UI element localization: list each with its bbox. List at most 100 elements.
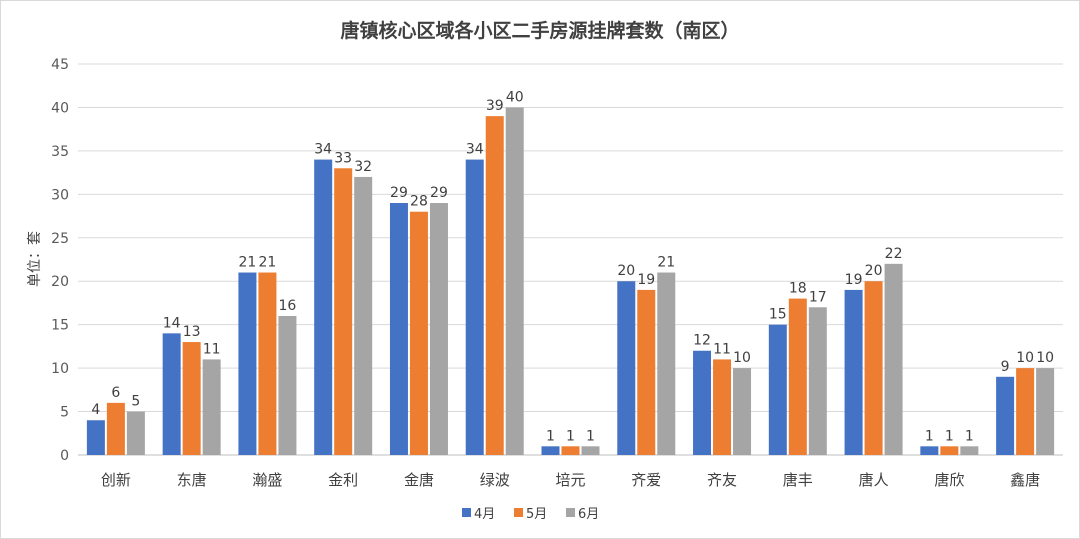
bar [561, 446, 580, 455]
bar [258, 272, 277, 455]
data-label: 1 [945, 428, 954, 444]
legend-swatch [514, 508, 523, 517]
data-label: 5 [131, 394, 140, 410]
bar [808, 307, 827, 455]
legend-swatch [462, 508, 471, 517]
bar [278, 315, 297, 455]
data-label: 12 [693, 333, 711, 349]
data-label: 13 [183, 324, 201, 340]
data-label: 22 [885, 246, 903, 262]
bar [541, 446, 560, 455]
data-label: 1 [586, 428, 595, 444]
y-tick-label: 0 [60, 448, 69, 464]
bar [86, 420, 105, 455]
x-category-label: 唐人 [859, 471, 889, 489]
y-tick-label: 5 [60, 405, 69, 421]
y-tick-label: 20 [51, 274, 69, 290]
data-label: 40 [506, 89, 524, 105]
data-label: 34 [466, 142, 484, 158]
bar [389, 203, 408, 455]
legend: 4月 5月 6月 [462, 507, 599, 522]
y-axis-ticks: 0 5 10 15 20 25 30 35 40 45 [51, 57, 69, 464]
x-category-label: 培元 [555, 471, 585, 489]
bar [354, 176, 373, 455]
y-tick-label: 25 [51, 231, 69, 247]
y-tick-label: 45 [51, 57, 69, 73]
y-tick-label: 40 [51, 100, 69, 116]
bar [202, 359, 221, 455]
data-label: 17 [809, 289, 827, 305]
bar [409, 211, 428, 455]
bar [693, 350, 712, 455]
bar [844, 289, 863, 455]
x-category-label: 瀚盛 [252, 471, 282, 489]
bar [864, 281, 883, 455]
data-label: 16 [279, 298, 297, 314]
legend-label: 6月 [578, 507, 599, 522]
y-tick-label: 35 [51, 144, 69, 160]
data-label: 32 [354, 159, 372, 175]
data-label: 28 [410, 194, 428, 210]
data-label: 10 [1016, 350, 1034, 366]
data-label: 29 [390, 185, 408, 201]
x-category-label: 绿波 [480, 471, 510, 489]
data-label: 33 [334, 150, 352, 166]
bar [788, 298, 807, 455]
data-label: 20 [617, 263, 635, 279]
bar [182, 342, 201, 455]
bar [162, 333, 181, 455]
bar [884, 263, 903, 455]
y-tick-label: 10 [51, 361, 69, 377]
data-label: 11 [713, 341, 731, 357]
data-label: 15 [769, 307, 787, 323]
data-label: 11 [203, 341, 221, 357]
bar [940, 446, 959, 455]
data-label: 1 [546, 428, 555, 444]
data-label: 34 [314, 142, 332, 158]
bar [314, 159, 333, 456]
x-category-label: 唐欣 [934, 471, 964, 489]
data-label: 18 [789, 281, 807, 297]
bar [996, 376, 1015, 455]
data-label: 21 [657, 255, 675, 271]
data-label: 14 [163, 315, 181, 331]
x-category-label: 创新 [101, 471, 131, 489]
bar [485, 116, 504, 455]
bar [637, 289, 656, 455]
data-label: 19 [637, 272, 655, 288]
bar [581, 446, 600, 455]
x-category-label: 唐丰 [783, 471, 813, 489]
bar [106, 402, 125, 455]
data-label: 4 [91, 402, 100, 418]
legend-label: 4月 [474, 507, 495, 522]
bar [465, 159, 484, 456]
data-label: 10 [733, 350, 751, 366]
bar [768, 324, 787, 455]
x-category-label: 金利 [328, 471, 358, 489]
x-category-label: 鑫唐 [1010, 471, 1040, 489]
data-label: 9 [1001, 359, 1010, 375]
bar [126, 411, 145, 455]
x-category-label: 东唐 [177, 471, 207, 489]
bar [657, 272, 676, 455]
data-label: 39 [486, 98, 504, 114]
y-tick-label: 30 [51, 187, 69, 203]
y-axis-label: 单位：套 [27, 231, 43, 287]
bar [1036, 368, 1055, 455]
legend-label: 5月 [526, 507, 547, 522]
data-label: 20 [865, 263, 883, 279]
bar [960, 446, 979, 455]
y-tick-label: 15 [51, 318, 69, 334]
data-label: 1 [566, 428, 575, 444]
data-label: 21 [259, 255, 277, 271]
bar [334, 168, 353, 455]
bar [429, 203, 448, 455]
x-category-label: 齐友 [707, 471, 737, 489]
x-category-label: 齐爱 [631, 471, 661, 489]
gridlines [78, 63, 1063, 456]
bar [1016, 368, 1035, 455]
data-label: 19 [845, 272, 863, 288]
data-label: 21 [239, 255, 257, 271]
